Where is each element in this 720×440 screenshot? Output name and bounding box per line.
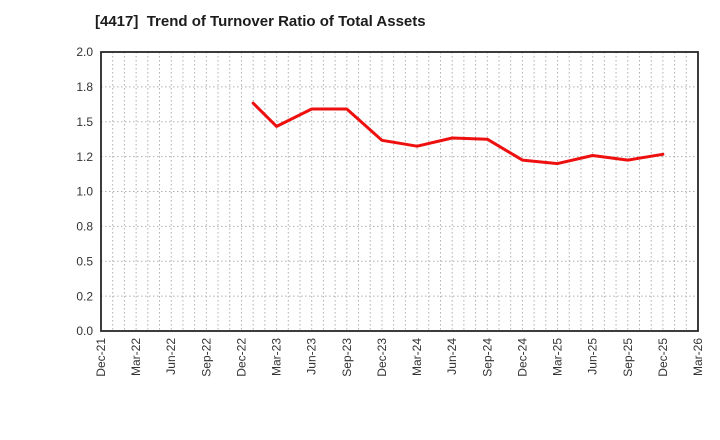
x-tick-label: Dec-25 xyxy=(656,338,670,377)
y-tick-label: 1.5 xyxy=(76,115,93,129)
x-tick-label: Jun-23 xyxy=(305,338,319,375)
y-tick-label: 1.8 xyxy=(76,80,93,94)
chart-title: [4417] Trend of Turnover Ratio of Total … xyxy=(95,13,426,30)
y-tick-labels: 0.0 0.2 0.5 0.8 1.0 1.2 1.5 1.8 2.0 xyxy=(76,45,93,338)
x-tick-label: Jun-25 xyxy=(586,338,600,375)
gridlines xyxy=(101,52,698,331)
y-tick-label: 1.0 xyxy=(76,185,93,199)
y-tick-label: 0.0 xyxy=(76,324,93,338)
plot-border xyxy=(100,51,699,332)
y-tick-label: 0.2 xyxy=(76,289,93,303)
x-tick-label: Sep-25 xyxy=(621,338,635,377)
x-tick-label: Dec-22 xyxy=(234,338,248,377)
x-tick-label: Jun-24 xyxy=(445,338,459,375)
y-tick-label: 0.5 xyxy=(76,254,93,268)
x-tick-label: Sep-24 xyxy=(480,338,494,377)
x-tick-label: Dec-23 xyxy=(375,338,389,377)
y-tick-label: 0.8 xyxy=(76,220,93,234)
x-tick-label: Mar-25 xyxy=(551,338,565,376)
x-tick-label: Mar-22 xyxy=(129,338,143,376)
x-tick-label: Sep-22 xyxy=(199,338,213,377)
y-tick-label: 1.2 xyxy=(76,150,93,164)
x-tick-labels: Dec-21 Mar-22 Jun-22 Sep-22 Dec-22 Mar-23 Jun-… xyxy=(94,338,705,377)
y-tick-label: 2.0 xyxy=(76,45,93,59)
x-tick-label: Jun-22 xyxy=(164,338,178,375)
x-tick-label: Mar-23 xyxy=(270,338,284,376)
series-line xyxy=(251,101,665,166)
x-tick-label: Mar-26 xyxy=(691,338,705,376)
x-tick-label: Sep-23 xyxy=(340,338,354,377)
x-tick-label: Dec-24 xyxy=(515,338,529,377)
x-tick-label: Mar-24 xyxy=(410,338,424,376)
x-tick-label: Dec-21 xyxy=(94,338,108,377)
